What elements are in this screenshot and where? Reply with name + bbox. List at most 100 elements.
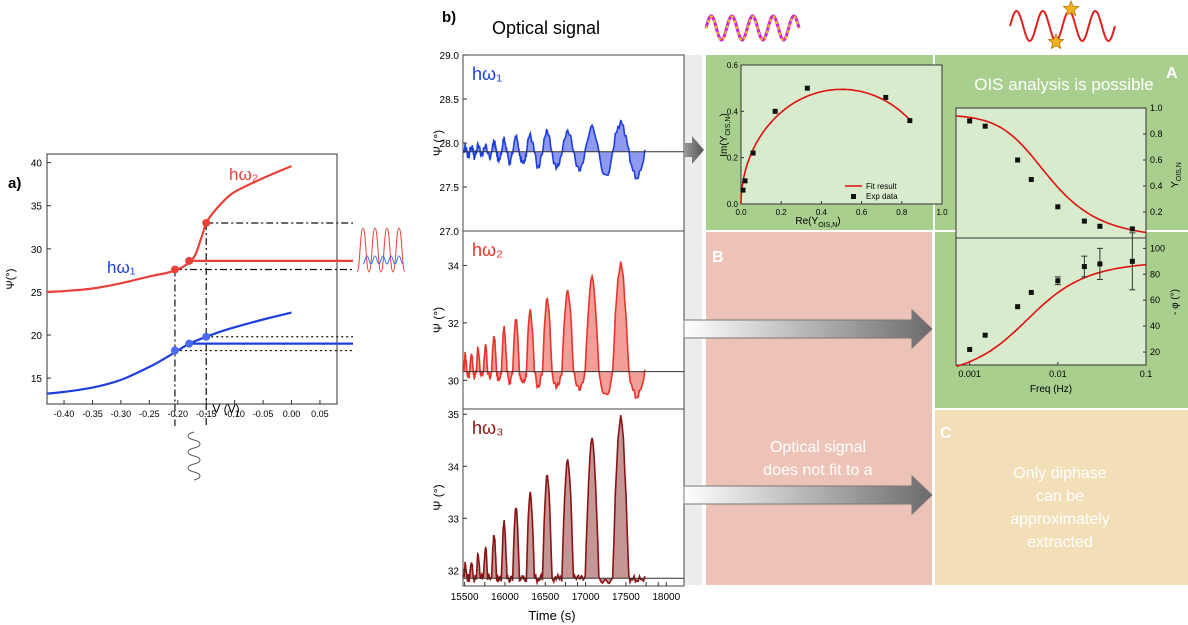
ts-y-tick-label: 32 xyxy=(448,566,460,577)
nyq-x-tick-label: 0.2 xyxy=(776,208,788,217)
box-c-line-1: Only diphase xyxy=(1013,465,1106,482)
panel-b-label: b) xyxy=(442,9,456,26)
nyq-ylabel-sub: OIS,N xyxy=(725,117,732,136)
arrow-to-nyquist xyxy=(684,136,704,164)
ts-x-tick-label: 17000 xyxy=(572,592,600,603)
bph-y-tick-label: 100 xyxy=(1150,243,1165,253)
bmag-ylabel-sub: OIS,N xyxy=(1176,162,1183,181)
x-tick-label: -0.40 xyxy=(54,409,75,419)
panel-a-xlabel: V (V) xyxy=(212,402,239,416)
ts-y-tick-label: 35 xyxy=(448,410,460,421)
ts-signal xyxy=(463,415,646,586)
panel-a-label: a) xyxy=(8,175,21,192)
x-tick-label: 0.00 xyxy=(283,409,301,419)
nyq-data-point xyxy=(750,150,756,156)
ts-y-tick-label: 32 xyxy=(448,319,460,330)
nyq-x-tick-label: 1.0 xyxy=(936,208,948,217)
ts-ylabel: Ψ (°) xyxy=(431,307,445,333)
voltage-sine-glyph xyxy=(187,431,201,481)
panel-b: A OIS analysis is possible B Optical sig… xyxy=(431,0,1188,623)
nyq-data-point xyxy=(907,118,913,124)
bph-data-point xyxy=(967,346,973,352)
bph-data-point xyxy=(1081,264,1087,270)
nyq-frame xyxy=(740,64,943,205)
bph-y-tick-label: 40 xyxy=(1150,321,1160,331)
box-b-line-1: Optical signal xyxy=(770,439,866,456)
ts-y-tick-label: 29.0 xyxy=(440,51,460,62)
nyq-fit-line xyxy=(740,88,911,205)
nyq-x-tick-label: 0.4 xyxy=(816,208,828,217)
bmag-data-point xyxy=(1028,177,1034,182)
marker-point xyxy=(202,218,211,227)
bph-xlabel: Freq (Hz) xyxy=(1030,384,1072,395)
bph-data-point xyxy=(1129,258,1135,264)
bph-y-tick-label: 80 xyxy=(1150,269,1160,279)
bmag-data-point xyxy=(1015,157,1021,163)
y-tick-label: 15 xyxy=(31,374,43,385)
box-a-letter: A xyxy=(1166,65,1178,82)
nyq-xlabel-end: ) xyxy=(837,216,840,227)
bph-data-point xyxy=(1015,304,1021,310)
x-tick-label: -0.05 xyxy=(253,409,274,419)
arrow-to-box-c xyxy=(683,474,933,516)
red-sine-glyph xyxy=(356,227,406,273)
nyq-data-point xyxy=(883,94,889,100)
bph-x-tick-label: 0.001 xyxy=(958,369,981,379)
y-tick-label: 40 xyxy=(31,159,43,170)
y-tick-label: 20 xyxy=(31,331,43,342)
bmag-y-tick-label: 1.0 xyxy=(1150,103,1163,113)
blue-sine-glyph xyxy=(362,255,404,265)
ts-x-tick-label: 16500 xyxy=(531,592,559,603)
nyq-legend-exp: Exp data xyxy=(866,192,898,201)
panel-a-ticks: -0.40 -0.35 -0.30 -0.25 -0.20 -0.15 -0.10 -0.05… xyxy=(31,159,329,419)
distorted-wave-icon xyxy=(1009,0,1116,50)
bmag-data-point xyxy=(1129,226,1135,232)
bmag-data-point xyxy=(1081,218,1087,224)
series-line-hw1 xyxy=(46,311,292,395)
ts-x-tick-label: 16000 xyxy=(491,592,519,603)
series-line-hw2 xyxy=(46,165,292,293)
ts-signal xyxy=(463,119,646,180)
nyq-data-point xyxy=(740,187,746,193)
ts-name: hω₃ xyxy=(472,418,503,438)
nyq-legend-marker xyxy=(851,194,856,199)
marker-point xyxy=(185,339,194,348)
box-b-letter: B xyxy=(712,249,724,266)
x-tick-label: -0.20 xyxy=(168,409,189,419)
nyq-xlabel-sub: OIS,N xyxy=(818,222,837,229)
bmag-data-point xyxy=(967,118,973,124)
ts-x-tick-label: 15500 xyxy=(451,592,479,603)
bmag-fit-line xyxy=(956,115,1147,234)
marker-point xyxy=(185,256,194,265)
panel-a-curves xyxy=(46,165,353,426)
ts-x-tick-label: 17500 xyxy=(612,592,640,603)
ts-y-tick-label: 34 xyxy=(448,261,460,272)
ts-name: hω₂ xyxy=(472,240,503,260)
x-tick-label: 0.05 xyxy=(311,409,329,419)
bmag-y-tick-label: 0.2 xyxy=(1150,207,1163,217)
box-c-line-3: approximately xyxy=(1010,511,1110,528)
ts-y-tick-label: 30 xyxy=(448,376,460,387)
x-tick-label: -0.30 xyxy=(111,409,132,419)
ts-ylabel: Ψ (°) xyxy=(431,130,445,156)
box-c-line-4: extracted xyxy=(1027,534,1093,551)
box-b-line-2: does not fit to a xyxy=(763,462,873,479)
bmag-y-tick-label: 0.4 xyxy=(1150,181,1163,191)
nyq-ylabel-end: ) xyxy=(719,113,730,116)
ts-y-tick-label: 27.0 xyxy=(440,227,460,238)
box-a-text: OIS analysis is possible xyxy=(974,75,1154,94)
y-tick-label: 25 xyxy=(31,288,43,299)
nyq-data-point xyxy=(742,178,748,184)
x-tick-label: -0.35 xyxy=(82,409,103,419)
nyquist-plot: 0.0 0.2 0.4 0.6 0.8 1.0 0.0 0.2 0.4 0.6 Fit result… xyxy=(719,61,948,229)
bph-x-tick-label: 0.01 xyxy=(1049,369,1067,379)
bph-fit-line xyxy=(956,263,1147,368)
ts-x-tick-label: 18000 xyxy=(652,592,680,603)
ts-frame xyxy=(462,54,685,232)
x-tick-label: -0.25 xyxy=(139,409,160,419)
box-b xyxy=(706,232,932,585)
panel-a-label-hw2: hω₂ xyxy=(229,165,258,184)
bmag-y-tick-label: 0.8 xyxy=(1150,129,1163,139)
nyq-legend-fit: Fit result xyxy=(866,182,897,191)
nyq-y-tick-label: 0.4 xyxy=(727,107,739,116)
